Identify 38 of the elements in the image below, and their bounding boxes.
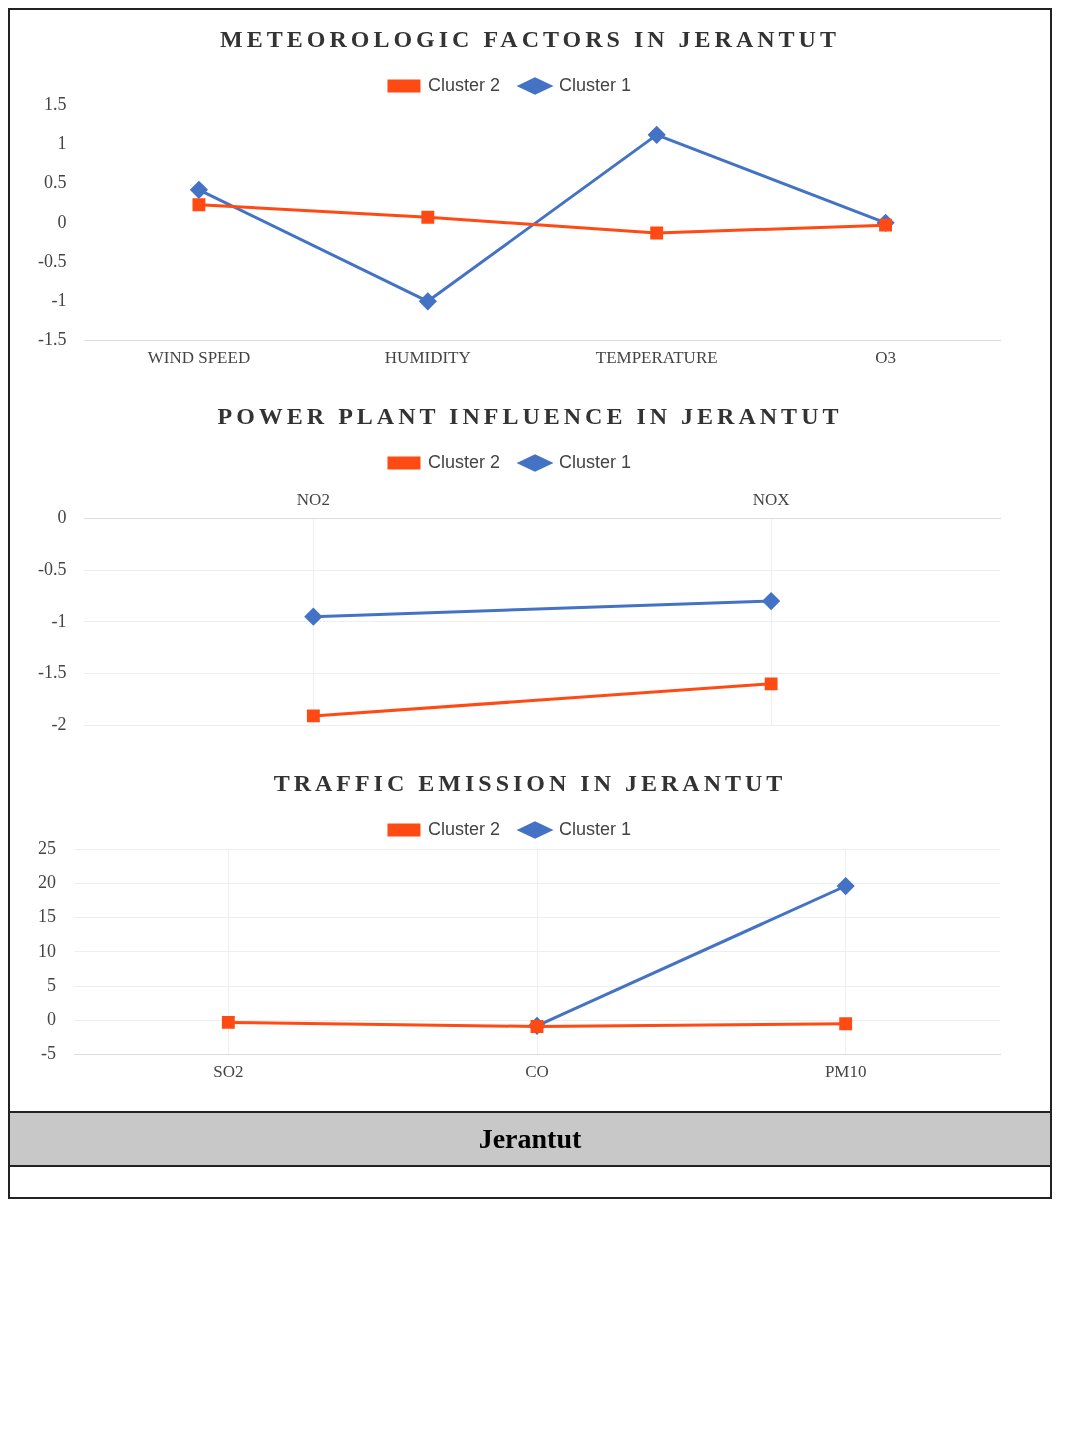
legend-label: Cluster 2: [427, 74, 500, 95]
y-tick-label: 15: [38, 906, 56, 927]
text: Jerantut: [10, 1111, 1050, 1167]
x-tick-label: HUMIDITY: [384, 348, 471, 368]
x-tick-label: CO: [525, 1062, 549, 1082]
y-tick-label: 1.5: [43, 93, 67, 114]
legend-label: Cluster 1: [559, 818, 632, 839]
y-tick-label: -2: [51, 713, 67, 734]
chart-title: METEOROLOGIC FACTORS IN JERANTUT: [219, 26, 841, 53]
y-tick-label: -1: [51, 610, 67, 631]
x-tick-label: PM10: [824, 1062, 867, 1082]
y-tick-label: 0: [57, 211, 67, 232]
y-tick-label: 25: [38, 837, 56, 858]
y-tick-label: -0.5: [37, 250, 67, 271]
x-tick-label: TEMPERATURE: [595, 348, 718, 368]
x-tick-label: NO2: [296, 489, 330, 509]
x-tick-label: WIND SPEED: [147, 348, 251, 368]
y-tick-label: -1: [51, 290, 67, 311]
legend-label: Cluster 1: [559, 451, 632, 472]
chart-title: TRAFFIC EMISSION IN JERANTUT: [272, 770, 788, 797]
y-tick-label: 0: [47, 1009, 56, 1030]
y-tick-label: -1.5: [37, 329, 67, 350]
y-tick-label: 10: [38, 940, 56, 961]
x-tick-label: NOX: [752, 489, 790, 509]
y-tick-label: 1: [57, 133, 67, 153]
y-tick-label: 0: [57, 507, 67, 528]
y-tick-label: -1.5: [37, 662, 67, 683]
chart-title: POWER PLANT INFLUENCE IN JERANTUT: [216, 403, 844, 430]
y-tick-label: -5: [41, 1043, 56, 1064]
legend-label: Cluster 1: [559, 74, 632, 95]
y-tick-label: 20: [38, 872, 56, 892]
legend-label: Cluster 2: [427, 451, 500, 472]
legend-label: Cluster 2: [427, 818, 500, 839]
x-tick-label: O3: [875, 348, 896, 368]
y-tick-label: 5: [47, 974, 56, 995]
y-tick-label: 0.5: [43, 172, 67, 193]
x-tick-label: SO2: [213, 1062, 244, 1082]
y-tick-label: -0.5: [37, 558, 67, 579]
